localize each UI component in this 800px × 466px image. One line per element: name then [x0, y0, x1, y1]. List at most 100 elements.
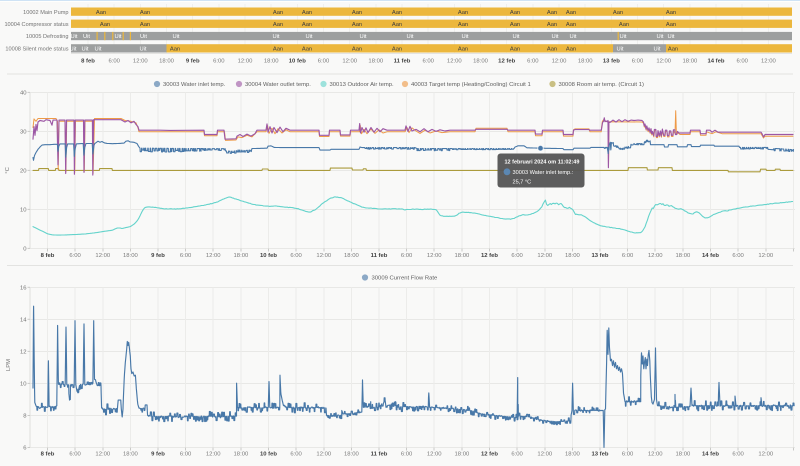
svg-text:12:00: 12:00: [648, 452, 663, 458]
svg-text:14 feb: 14 feb: [702, 253, 719, 259]
svg-text:40003 Target temp (Heating/Coo: 40003 Target temp (Heating/Cooling) Circ…: [411, 82, 531, 88]
svg-text:Uit: Uit: [172, 34, 179, 40]
svg-text:12 feb: 12 feb: [498, 59, 515, 65]
svg-text:12:00: 12:00: [552, 59, 567, 65]
svg-text:Aan: Aan: [392, 47, 402, 53]
svg-text:18:00: 18:00: [264, 59, 279, 65]
svg-text:12:00: 12:00: [537, 253, 552, 259]
svg-text:12:00: 12:00: [206, 253, 221, 259]
svg-text:6:00: 6:00: [213, 59, 225, 65]
svg-text:8 feb: 8 feb: [41, 253, 55, 259]
svg-text:18:00: 18:00: [234, 452, 249, 458]
svg-text:6:00: 6:00: [622, 253, 634, 259]
svg-text:Aan: Aan: [510, 22, 520, 28]
svg-text:40: 40: [20, 91, 27, 97]
svg-text:30003 Water inlet temp.: 30003 Water inlet temp.: [163, 82, 226, 88]
svg-text:Uit: Uit: [656, 34, 663, 40]
svg-text:Aan: Aan: [566, 22, 576, 28]
svg-text:18:00: 18:00: [344, 452, 359, 458]
svg-text:Uit: Uit: [653, 47, 660, 53]
svg-text:Aan: Aan: [619, 22, 629, 28]
svg-text:Aan: Aan: [613, 10, 623, 16]
svg-text:Aan: Aan: [547, 10, 557, 16]
svg-text:Uit: Uit: [81, 47, 88, 53]
svg-text:12:00: 12:00: [95, 253, 110, 259]
svg-text:Uit: Uit: [70, 34, 77, 40]
svg-text:18:00: 18:00: [676, 253, 691, 259]
svg-text:Uit: Uit: [406, 34, 413, 40]
svg-text:18:00: 18:00: [565, 253, 580, 259]
svg-text:9 feb: 9 feb: [186, 59, 200, 65]
svg-text:Aan: Aan: [666, 22, 676, 28]
svg-text:10 feb: 10 feb: [289, 59, 306, 65]
svg-text:12:00: 12:00: [648, 253, 663, 259]
svg-text:12 feb: 12 feb: [481, 253, 498, 259]
svg-text:12:00: 12:00: [656, 59, 671, 65]
svg-text:18:00: 18:00: [565, 452, 580, 458]
svg-text:Uit: Uit: [619, 34, 626, 40]
svg-text:Aan: Aan: [666, 10, 676, 16]
svg-text:12:00: 12:00: [95, 452, 110, 458]
svg-text:13 feb: 13 feb: [591, 452, 608, 458]
svg-text:18:00: 18:00: [159, 59, 174, 65]
svg-text:10 feb: 10 feb: [260, 253, 277, 259]
svg-text:6:00: 6:00: [290, 253, 302, 259]
svg-text:10008 Silent mode status: 10008 Silent mode status: [5, 47, 68, 53]
svg-text:30004 Water outlet temp.: 30004 Water outlet temp.: [245, 82, 311, 88]
svg-text:Uit: Uit: [305, 34, 312, 40]
svg-text:12:00: 12:00: [206, 452, 221, 458]
svg-text:Aan: Aan: [140, 10, 150, 16]
svg-text:Uit: Uit: [114, 34, 121, 40]
svg-text:18:00: 18:00: [578, 59, 593, 65]
svg-text:Uit: Uit: [359, 34, 366, 40]
svg-text:Uit: Uit: [667, 34, 674, 40]
svg-text:18:00: 18:00: [473, 59, 488, 65]
svg-text:14 feb: 14 feb: [702, 452, 719, 458]
svg-text:Uit: Uit: [139, 47, 146, 53]
svg-text:13 feb: 13 feb: [603, 59, 620, 65]
svg-text:12 feb: 12 feb: [481, 452, 498, 458]
svg-text:18:00: 18:00: [123, 452, 138, 458]
svg-text:6: 6: [23, 446, 27, 452]
svg-text:Aan: Aan: [547, 22, 557, 28]
svg-text:12:00: 12:00: [238, 59, 253, 65]
svg-text:12:00: 12:00: [427, 253, 442, 259]
svg-text:18:00: 18:00: [368, 59, 383, 65]
svg-text:Aan: Aan: [170, 47, 180, 53]
svg-text:10004 Compressor status: 10004 Compressor status: [4, 22, 68, 28]
svg-text:13 feb: 13 feb: [591, 253, 608, 259]
svg-text:Aan: Aan: [352, 47, 362, 53]
svg-text:Aan: Aan: [273, 47, 283, 53]
svg-text:Aan: Aan: [566, 10, 576, 16]
svg-text:6:00: 6:00: [180, 253, 192, 259]
svg-text:30: 30: [20, 130, 27, 136]
svg-text:Aan: Aan: [100, 22, 110, 28]
svg-text:8 feb: 8 feb: [81, 59, 95, 65]
svg-text:Aan: Aan: [547, 47, 557, 53]
svg-text:10002 Main Pump: 10002 Main Pump: [23, 10, 68, 16]
svg-text:Aan: Aan: [458, 47, 468, 53]
svg-text:14 feb: 14 feb: [707, 59, 724, 65]
svg-text:6:00: 6:00: [290, 452, 302, 458]
svg-text:18:00: 18:00: [683, 59, 698, 65]
svg-text:6:00: 6:00: [422, 59, 434, 65]
svg-text:18:00: 18:00: [344, 253, 359, 259]
svg-text:Uit: Uit: [272, 34, 279, 40]
svg-text:12 februari 2024 om 11:02:49: 12 februari 2024 om 11:02:49: [505, 160, 580, 166]
svg-text:10: 10: [20, 382, 27, 388]
svg-text:12:00: 12:00: [427, 452, 442, 458]
svg-text:12:00: 12:00: [342, 59, 357, 65]
svg-text:LPM: LPM: [6, 359, 12, 371]
svg-text:Aan: Aan: [510, 10, 520, 16]
svg-text:6:00: 6:00: [622, 452, 634, 458]
svg-text:12:00: 12:00: [537, 452, 552, 458]
svg-text:9 feb: 9 feb: [151, 452, 165, 458]
svg-text:6:00: 6:00: [511, 452, 523, 458]
svg-text:Aan: Aan: [273, 22, 283, 28]
svg-text:6:00: 6:00: [108, 59, 120, 65]
svg-text:10 feb: 10 feb: [260, 452, 277, 458]
svg-text:12:00: 12:00: [133, 59, 148, 65]
svg-text:Uit: Uit: [461, 34, 468, 40]
svg-text:30009 Current Flow Rate: 30009 Current Flow Rate: [372, 276, 439, 282]
svg-text:6:00: 6:00: [401, 253, 413, 259]
